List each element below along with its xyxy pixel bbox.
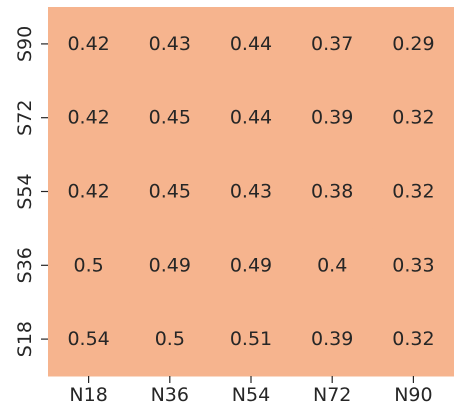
heatmap-cell-s72-n72 [291,80,374,156]
heatmap-cell-s72-n36 [129,80,211,156]
cell-value-label: 0.29 [392,33,434,55]
x-tick-label: N54 [232,384,270,406]
heatmap-cell-s36-n18 [48,228,130,303]
cell-value-label: 0.42 [67,107,109,129]
cell-value-label: 0.32 [392,328,434,350]
cell-value-label: 0.39 [311,107,353,129]
heatmap-cell-s54-n90 [372,154,454,229]
heatmap-cell-s54-n18 [48,154,130,229]
cell-value-label: 0.42 [67,181,109,203]
heatmap-cell-labels: 0.42 0.43 0.44 0.37 0.29 0.42 0.45 0.44 0.39 0.32… [67,33,434,350]
heatmap-cell-s90-n72 [291,7,374,82]
cell-value-label: 0.32 [392,107,434,129]
cell-value-label: 0.38 [311,181,353,203]
heatmap-cell-s36-n90 [372,228,454,303]
heatmap-cell-s18-n18 [48,302,130,377]
heatmap-cell-s72-n18 [48,80,130,156]
heatmap-cell-s18-n36 [129,302,211,377]
cell-value-label: 0.51 [230,328,272,350]
heatmap-cells [48,7,454,377]
x-axis: N18 N36 N54 N72 N90 [69,376,433,406]
heatmap-cell-s90-n54 [210,7,293,82]
heatmap-cell-s54-n36 [129,154,211,229]
y-tick-label: S36 [14,247,36,283]
heatmap-cell-s54-n54 [210,154,293,229]
cell-value-label: 0.33 [392,254,434,276]
cell-value-label: 0.44 [230,33,272,55]
cell-value-label: 0.54 [67,328,109,350]
cell-value-label: 0.45 [149,181,191,203]
cell-value-label: 0.49 [230,254,272,276]
heatmap-cell-s72-n90 [372,80,454,156]
heatmap-cell-s18-n54 [210,302,293,377]
heatmap-cell-s18-n72 [291,302,374,377]
cell-value-label: 0.39 [311,328,353,350]
heatmap-cell-s36-n72 [291,228,374,303]
cell-value-label: 0.44 [230,107,272,129]
heatmap-cell-s72-n54 [210,80,293,156]
heatmap-cell-s90-n18 [48,7,130,82]
cell-value-label: 0.5 [155,328,185,350]
cell-value-label: 0.42 [67,33,109,55]
x-tick-label: N72 [313,384,351,406]
cell-value-label: 0.43 [149,33,191,55]
heatmap-cell-s36-n54 [210,228,293,303]
y-tick-label: S90 [14,26,36,62]
cell-value-label: 0.43 [230,181,272,203]
x-tick-label: N18 [69,384,107,406]
cell-value-label: 0.49 [149,254,191,276]
y-tick-label: S18 [14,321,36,357]
cell-value-label: 0.5 [73,254,103,276]
heatmap-cell-s90-n36 [129,7,211,82]
y-axis: S90 S72 S54 S36 S18 [14,26,48,357]
heatmap-cell-s36-n36 [129,228,211,303]
y-tick-label: S54 [14,173,36,209]
x-tick-label: N36 [151,384,189,406]
cell-value-label: 0.32 [392,181,434,203]
heatmap-cell-s90-n90 [372,7,454,82]
x-tick-label: N90 [394,384,432,406]
y-tick-label: S72 [14,100,36,136]
heatmap-cell-s18-n90 [372,302,454,377]
cell-value-label: 0.45 [149,107,191,129]
cell-value-label: 0.37 [311,33,353,55]
heatmap-cell-s54-n72 [291,154,374,229]
cell-value-label: 0.4 [317,254,347,276]
